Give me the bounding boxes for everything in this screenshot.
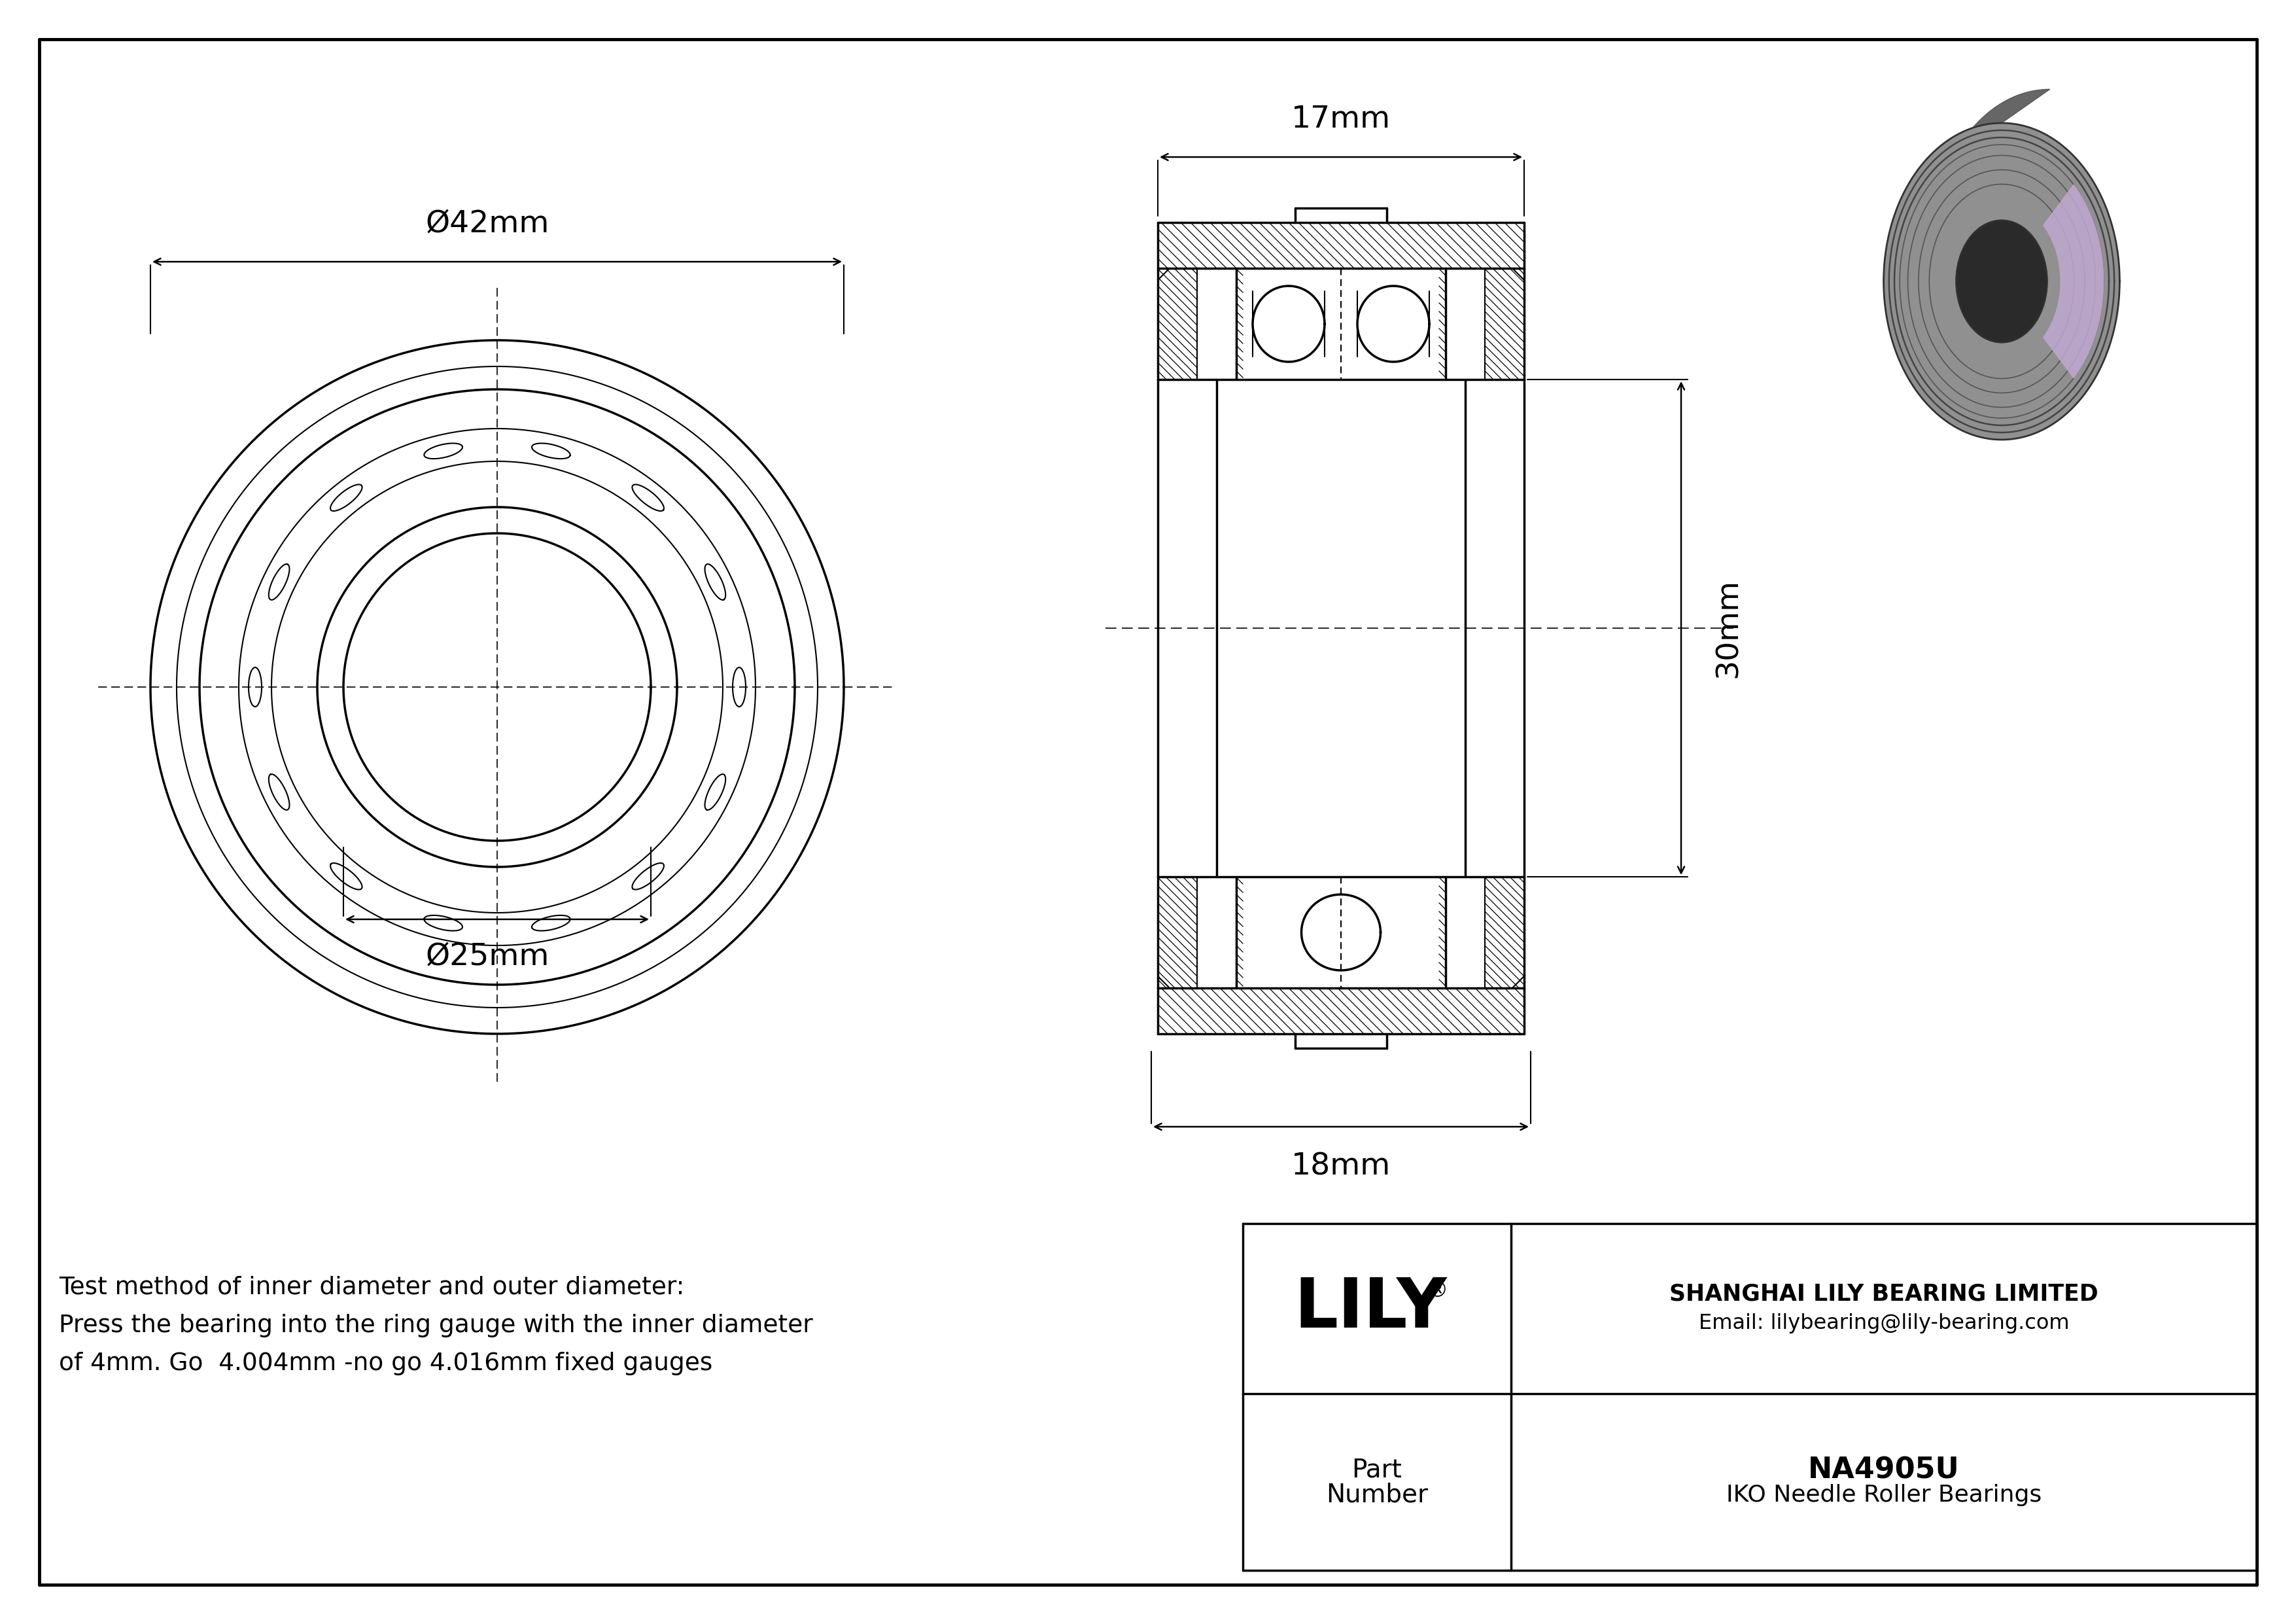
Text: Number: Number	[1325, 1483, 1428, 1507]
Text: Ø42mm: Ø42mm	[425, 209, 549, 239]
Text: Test method of inner diameter and outer diameter:: Test method of inner diameter and outer …	[60, 1276, 684, 1299]
Text: ®: ®	[1426, 1280, 1449, 1301]
Text: Ø25mm: Ø25mm	[425, 942, 549, 971]
Text: 18mm: 18mm	[1290, 1151, 1391, 1181]
Text: Email: lilybearing@lily-bearing.com: Email: lilybearing@lily-bearing.com	[1699, 1312, 2069, 1333]
Text: SHANGHAI LILY BEARING LIMITED: SHANGHAI LILY BEARING LIMITED	[1669, 1283, 2099, 1306]
Text: Part: Part	[1352, 1458, 1403, 1483]
Polygon shape	[2043, 185, 2103, 378]
Polygon shape	[1956, 221, 2048, 343]
Text: NA4905U: NA4905U	[1807, 1457, 1961, 1484]
Text: 30mm: 30mm	[1713, 578, 1743, 677]
Polygon shape	[1883, 89, 2050, 440]
Text: IKO Needle Roller Bearings: IKO Needle Roller Bearings	[1727, 1484, 2041, 1505]
Text: LILY: LILY	[1295, 1275, 1446, 1341]
Text: 17mm: 17mm	[1290, 104, 1391, 135]
Polygon shape	[1883, 123, 2119, 440]
Text: of 4mm. Go  4.004mm -no go 4.016mm fixed gauges: of 4mm. Go 4.004mm -no go 4.016mm fixed …	[60, 1351, 712, 1376]
Polygon shape	[1956, 187, 2050, 343]
Text: Press the bearing into the ring gauge with the inner diameter: Press the bearing into the ring gauge wi…	[60, 1314, 813, 1338]
Polygon shape	[1883, 123, 2119, 440]
